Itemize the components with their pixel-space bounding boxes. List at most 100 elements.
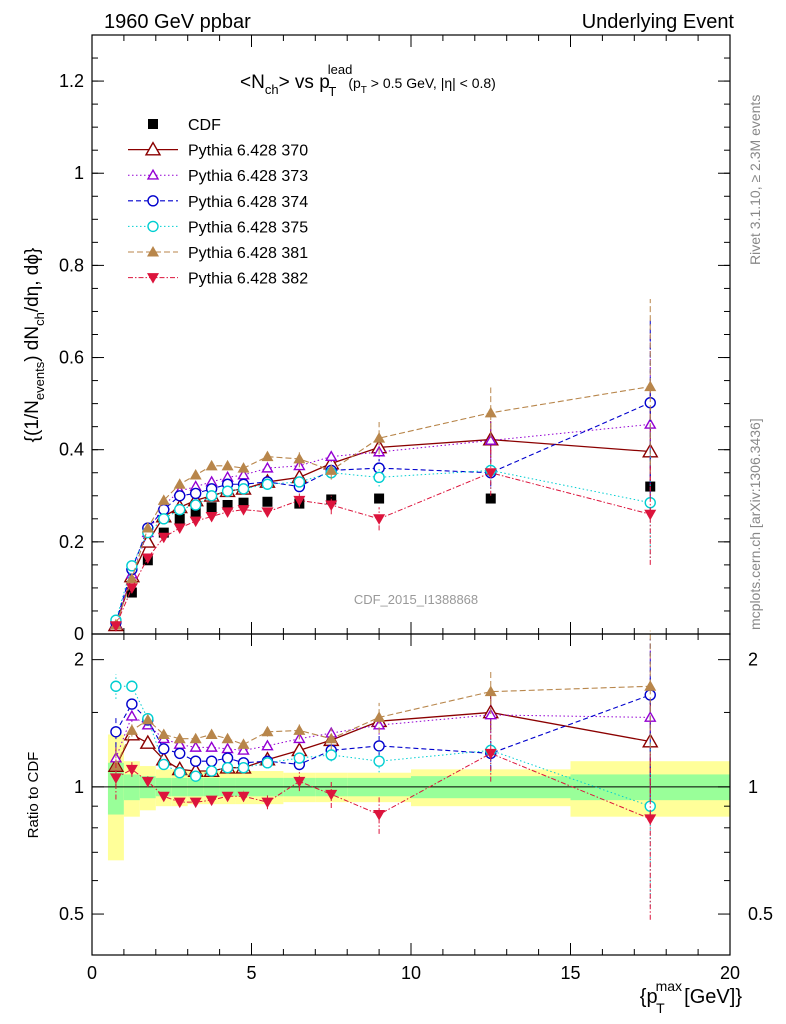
mc-point [126,560,138,572]
mc-point [174,503,186,516]
mc-point [141,522,154,533]
legend-label: Pythia 6.428 370 [188,143,308,160]
ratio-point [174,747,186,760]
legend-marker [147,195,159,207]
ratio-point [158,743,170,755]
ratio-point [173,732,186,744]
mc-point [237,483,250,495]
ratio-line [115,694,651,765]
ratio-ytick-label: 1 [74,777,84,797]
data-point [206,502,217,513]
mc-point [125,583,138,594]
legend-entry: Pythia 6.428 370 [128,141,308,160]
mc-point [484,468,497,479]
ratio-point [644,814,657,825]
ratio-point [158,758,170,771]
ratio-ylabel: Ratio to CDF [25,752,42,839]
legend: CDF Pythia 6.428 370 Pythia 6.428 373 Pythi… [128,117,308,288]
legend-entry: Pythia 6.428 373 [128,168,308,185]
main-ytick-label: 0.2 [59,532,84,552]
mc-point [325,500,338,511]
mc-point [261,507,274,518]
mc-point [644,509,657,521]
x-tick-label: 5 [246,963,256,983]
data-point [262,496,273,507]
data-point [485,493,496,504]
x-tick-label: 0 [87,963,97,983]
ratio-point [125,724,138,735]
ratio-point [189,797,202,809]
mc-point [261,478,274,490]
ratio-point [221,752,234,764]
main-ytick-label: 0 [74,624,84,644]
mc-point [484,434,497,445]
mcplots-label: mcplots.cern.ch [arXiv:1306.3436] [747,418,763,630]
ratio-point [126,698,138,710]
main-ytick-label: 1.2 [59,71,84,91]
ratio-point [157,728,170,740]
ratio-point [125,709,139,721]
ratio-series [107,630,659,920]
series-6 [109,449,657,632]
mc-point [189,516,202,528]
mc-point [157,494,170,505]
main-ylabel: {(1/Nevents) dNch/dη, dϕ} [22,248,47,443]
mc-point [157,532,170,544]
mc-point [173,523,186,535]
legend-entry: Pythia 6.428 382 [128,271,308,288]
ratio-point [293,724,306,735]
mc-point [189,469,202,480]
legend-marker [148,119,158,129]
data-point [190,506,201,517]
ratio-point [261,797,274,809]
mc-point [173,478,186,489]
x-tick-label: 20 [720,963,740,983]
mc-point [644,380,657,392]
ratio-point [189,770,202,782]
ratio-point [189,732,202,744]
ratio-point [173,797,186,809]
ratio-point [189,740,202,752]
legend-entry: Pythia 6.428 381 [128,245,308,262]
header-right: Underlying Event [582,11,735,33]
mc-point [325,450,338,462]
ratio-series-2 [110,638,656,777]
ratio-ytick-label-right: 2 [748,650,758,670]
data-point [174,513,185,524]
ratio-line [115,752,651,820]
ratio-point [293,752,306,764]
ratio-point [139,734,157,749]
mc-point [325,464,338,475]
mc-point [125,572,138,584]
ratio-point [205,740,218,752]
data-point [374,493,385,504]
plot-title: <Nch> vs plead T(pT > 0.5 GeV, |η| < 0.8) [240,62,496,99]
mc-point [237,462,250,473]
ratio-point [261,757,274,769]
ratio-point [110,726,122,738]
ratio-point [205,755,218,767]
ratio-point [126,680,138,692]
ratio-ytick-label-right: 0.5 [748,904,773,924]
main-ytick-label: 0.8 [59,255,84,275]
ratio-point [157,791,170,803]
ratio-point [237,743,250,755]
mc-point [293,476,306,488]
ratio-point [221,761,234,774]
rivet-label: Rivet 3.1.10, ≥ 2.3M events [747,95,763,265]
mc-point [261,450,274,462]
x-axis-label: {pmax T [GeV]} [640,978,743,1016]
legend-marker [147,246,159,257]
mc-point [484,406,497,418]
mc-point [293,495,306,507]
ratio-ytick-label: 0.5 [59,904,84,924]
data-point [222,499,233,510]
mc-point [373,471,385,484]
data-point [158,527,169,538]
ratio-point [293,776,306,788]
ratio-point [484,685,497,697]
data-point [238,497,249,508]
ratio-series-4 [109,630,657,786]
legend-marker [147,273,159,284]
main-ytick-label: 1 [74,163,84,183]
